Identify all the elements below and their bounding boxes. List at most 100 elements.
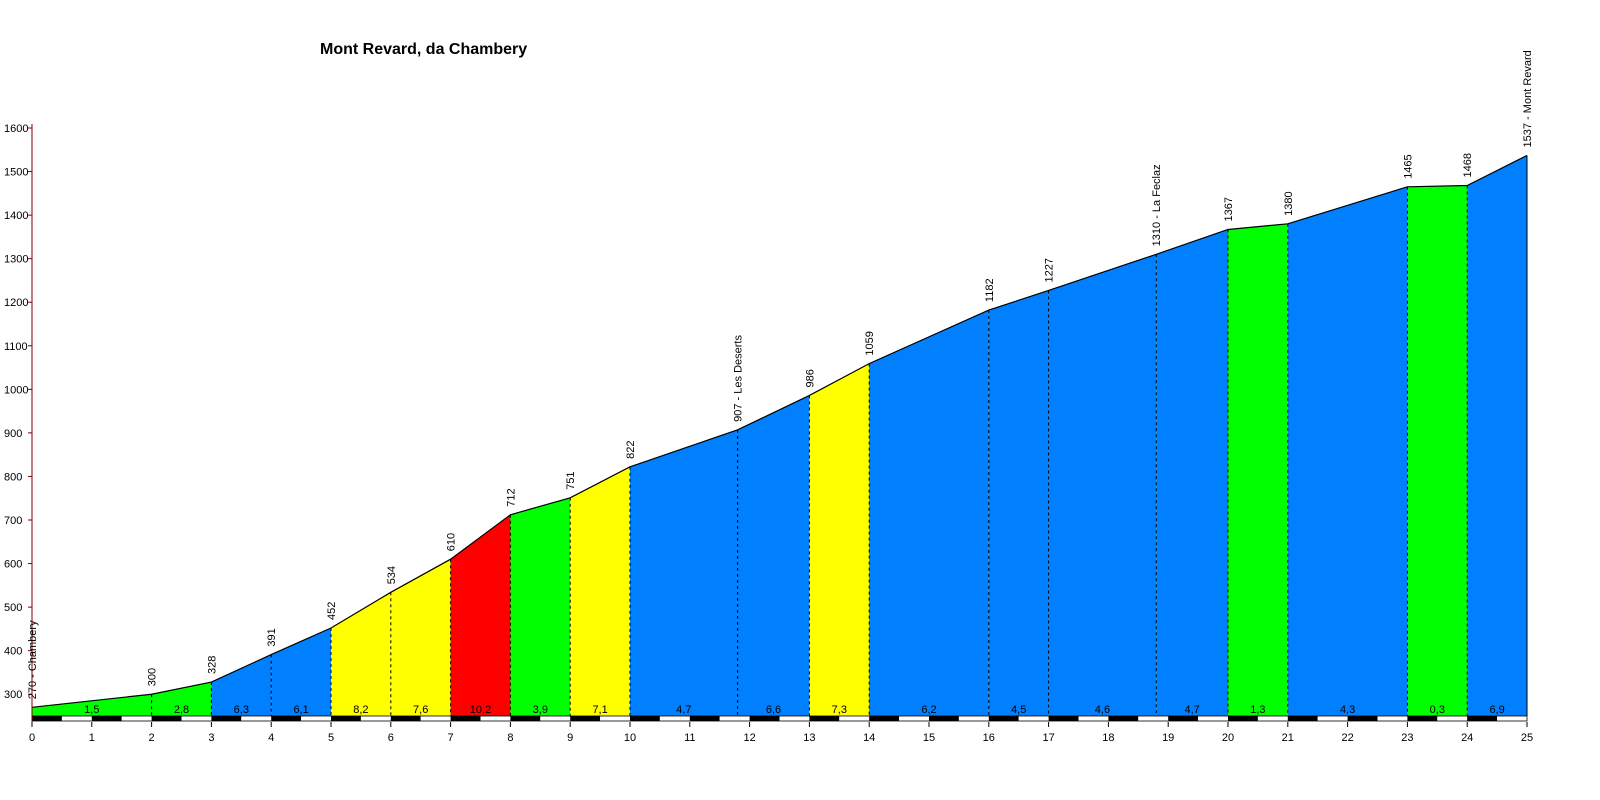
profile-segment	[737, 395, 810, 716]
x-tick-label: 21	[1282, 732, 1294, 744]
y-tick-label: 1400	[4, 210, 28, 222]
profile-segment	[331, 592, 391, 716]
gradient-label: 2,8	[174, 704, 189, 716]
altitude-label: 534	[386, 566, 398, 584]
altitude-label: 300	[147, 668, 159, 686]
x-tick-label: 10	[624, 732, 636, 744]
altitude-label: 1380	[1283, 191, 1295, 215]
profile-segment	[510, 497, 571, 716]
gradient-label: 10,2	[470, 704, 491, 716]
km-band-piece	[1287, 716, 1318, 721]
y-tick-label: 1500	[4, 167, 28, 179]
altitude-label: 1227	[1044, 258, 1056, 282]
profile-line	[31, 154, 1528, 708]
x-tick-label: 9	[567, 732, 573, 744]
axes: 3004005006007008009001000110012001300140…	[4, 123, 1533, 744]
km-band-piece	[420, 716, 451, 721]
y-tick-label: 1100	[4, 341, 28, 353]
y-tick-label: 700	[4, 515, 22, 527]
km-band-piece	[988, 716, 1019, 721]
km-band-piece	[1347, 716, 1378, 721]
gradient-label: 0,3	[1430, 704, 1445, 716]
gradient-label: 4,7	[676, 704, 691, 716]
profile-segment	[1407, 185, 1468, 716]
x-tick-label: 18	[1102, 732, 1114, 744]
profile-segment	[988, 290, 1049, 716]
km-band-piece	[61, 716, 92, 721]
profile-segment	[1228, 223, 1288, 717]
x-tick-label: 8	[507, 732, 513, 744]
km-band-piece	[360, 716, 391, 721]
x-tick-label: 5	[328, 732, 334, 744]
profile-segment	[1048, 254, 1157, 717]
km-band-piece	[1497, 716, 1527, 721]
gradient-label: 6,2	[921, 704, 936, 716]
x-tick-label: 4	[268, 732, 274, 744]
x-tick-label: 3	[208, 732, 214, 744]
km-band-piece	[929, 716, 959, 721]
km-band-piece	[91, 716, 122, 721]
x-tick-label: 0	[29, 732, 35, 744]
profile-segment	[32, 694, 152, 716]
gradient-labels: 1,5 2,8 6,3 6,1 8,2 7,6 10,2 3,9 7,1 4,7 6,6 7,3 6,2…	[84, 704, 1505, 716]
gradient-label: 7,6	[413, 704, 428, 716]
altitude-label: 986	[804, 369, 816, 387]
km-band-piece	[600, 716, 630, 721]
km-band-piece	[958, 716, 989, 721]
altitude-label: 391	[266, 628, 278, 646]
km-band-piece	[1377, 716, 1408, 721]
x-tick-label: 12	[743, 732, 755, 744]
altitude-label: 1182	[984, 278, 996, 302]
y-tick-label: 400	[4, 646, 22, 658]
y-tick-label: 900	[4, 428, 22, 440]
km-band-piece	[480, 716, 511, 721]
gradient-label: 1,5	[84, 704, 99, 716]
altitude-label: 1310 - La Feclaz	[1151, 164, 1163, 246]
km-band-piece	[510, 716, 541, 721]
km-band-piece	[390, 716, 421, 721]
km-band-piece	[1018, 716, 1049, 721]
gradient-label: 1,3	[1250, 704, 1265, 716]
km-band-piece	[331, 716, 361, 721]
km-band-piece	[1078, 716, 1109, 721]
km-band-piece	[749, 716, 780, 721]
profile-segment	[869, 310, 989, 716]
y-tick-label: 1000	[4, 384, 28, 396]
chart-title: Mont Revard, da Chambery	[320, 41, 527, 58]
altitude-label: 822	[625, 441, 637, 459]
km-band-piece	[1048, 716, 1079, 721]
x-tick-label: 1	[89, 732, 95, 744]
km-band-piece	[121, 716, 152, 721]
altitude-label: 328	[206, 656, 218, 674]
km-band-piece	[241, 716, 272, 721]
km-band-piece	[211, 716, 242, 721]
altitude-label: 712	[505, 488, 517, 506]
km-band-piece	[719, 716, 750, 721]
km-band-piece	[659, 716, 690, 721]
profile-segment	[151, 682, 212, 716]
profile-segment	[450, 514, 511, 716]
km-band-piece	[1168, 716, 1199, 721]
y-tick-label: 500	[4, 602, 22, 614]
km-band-piece	[450, 716, 481, 721]
y-tick-label: 1300	[4, 254, 28, 266]
km-band-piece	[779, 716, 810, 721]
x-tick-label: 19	[1162, 732, 1174, 744]
altitude-label: 610	[446, 533, 458, 551]
segment-dividers	[151, 185, 1468, 716]
y-tick-label: 300	[4, 689, 22, 701]
gradient-label: 3,9	[533, 704, 548, 716]
altitude-labels: 270 - Chambery 300 328 391 452 534 610 712 751 82…	[27, 50, 1534, 699]
gradient-label: 7,1	[592, 704, 607, 716]
x-tick-label: 14	[863, 732, 875, 744]
profile-segments	[32, 155, 1527, 717]
km-band-piece	[151, 716, 182, 721]
km-band-piece	[1317, 716, 1348, 721]
x-tick-label: 23	[1401, 732, 1413, 744]
y-tick-label: 600	[4, 559, 22, 571]
gradient-label: 4,5	[1011, 704, 1026, 716]
km-band-piece	[630, 716, 660, 721]
x-tick-label: 20	[1222, 732, 1234, 744]
